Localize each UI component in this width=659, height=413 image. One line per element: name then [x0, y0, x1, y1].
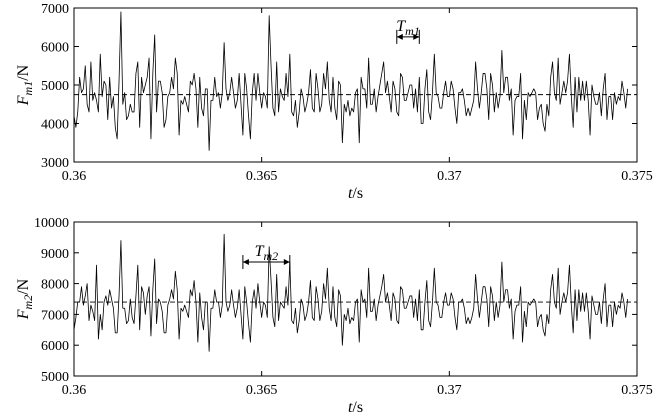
- period-annotation: Tm1: [396, 18, 420, 44]
- y-tick-label: 9000: [41, 247, 69, 262]
- x-tick-label: 0.37: [437, 169, 462, 184]
- x-tick-label: 0.37: [437, 383, 462, 398]
- top-chart: 0.36 0.365 0.37 0.375 3000 4000 5000 6000 7000 t/…: [15, 2, 653, 202]
- series-line: [73, 233, 629, 352]
- period-annotation: Tm2: [242, 243, 291, 270]
- arrowhead-left-icon: [396, 33, 403, 40]
- x-tick-label: 0.36: [62, 383, 87, 398]
- x-tick-label: 0.365: [246, 169, 278, 184]
- y-axis-label: Fm2/N: [15, 278, 35, 320]
- bottom-chart: 0.36 0.365 0.37 0.375 5000 6000 7000 8000 9000 10…: [15, 216, 653, 413]
- y-tick-label: 4000: [41, 118, 69, 133]
- arrowhead-right-icon: [413, 33, 420, 40]
- period-label: Tm1: [396, 18, 420, 38]
- y-tick-label: 5000: [41, 370, 69, 385]
- x-axis-label: t/s: [348, 399, 363, 413]
- x-tick-label: 0.375: [621, 169, 653, 184]
- y-axis-label: Fm1/N: [15, 64, 35, 106]
- x-tick-label: 0.36: [62, 169, 87, 184]
- arrowhead-left-icon: [242, 259, 249, 266]
- period-label: Tm2: [255, 243, 279, 263]
- series-line: [73, 11, 629, 151]
- x-tick-label: 0.375: [621, 383, 653, 398]
- axis-frame: [73, 221, 638, 377]
- y-tick-label: 5000: [41, 79, 69, 94]
- x-axis-label: t/s: [348, 185, 363, 202]
- y-tick-label: 8000: [41, 278, 69, 293]
- y-tick-label: 6000: [41, 339, 69, 354]
- y-tick-label: 7000: [41, 308, 69, 323]
- arrowhead-right-icon: [283, 259, 290, 266]
- y-tick-label: 10000: [34, 216, 69, 231]
- x-tick-label: 0.365: [246, 383, 278, 398]
- y-tick-label: 3000: [41, 156, 69, 171]
- y-tick-label: 6000: [41, 41, 69, 56]
- y-tick-label: 7000: [41, 2, 69, 17]
